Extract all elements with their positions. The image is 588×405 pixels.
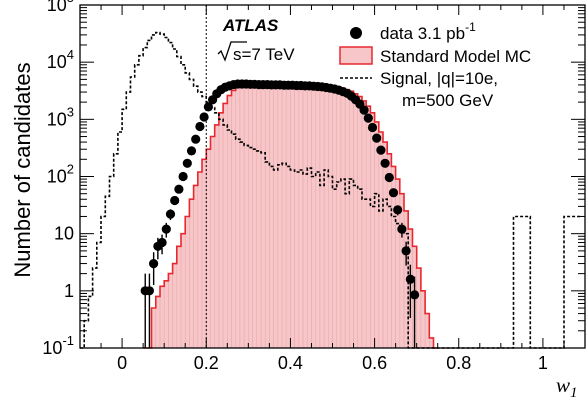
legend-data-sup: -1 — [465, 20, 476, 34]
x-axis-title: w1 — [556, 373, 578, 401]
y-tick-label: 104 — [47, 47, 74, 72]
y-tick-label-base: 10 — [42, 338, 62, 358]
x-tick-label: 0.6 — [362, 353, 387, 373]
data-points — [140, 79, 420, 348]
y-axis-title: Number of candidates — [10, 62, 35, 277]
legend-data-text: data 3.1 pb — [380, 24, 465, 43]
data-point — [388, 188, 399, 198]
data-point — [161, 224, 171, 234]
data-point — [144, 286, 154, 296]
data-point — [380, 158, 390, 168]
legend-mc-label: Standard Model MC — [380, 47, 531, 66]
y-tick-label-exponent: 3 — [67, 104, 74, 119]
experiment-label: ATLAS — [222, 16, 279, 35]
y-tick-label-base: 10 — [47, 109, 67, 129]
legend-signal-mass-label: m=500 GeV — [402, 91, 494, 110]
y-tick-label: 105 — [47, 0, 74, 15]
data-point — [186, 146, 197, 156]
y-tick-label: 103 — [47, 104, 74, 129]
x-tick-label: 0 — [117, 353, 127, 373]
data-point — [410, 290, 420, 300]
y-tick-label: 10-1 — [42, 333, 74, 358]
data-point — [191, 134, 201, 144]
x-tick-label: 0.2 — [194, 353, 219, 373]
y-tick-label-exponent: 2 — [67, 162, 74, 177]
y-tick-label-exponent: -1 — [62, 333, 74, 348]
y-tick-label: 10 — [54, 224, 74, 244]
data-point — [384, 172, 394, 183]
y-tick-label-base: 10 — [47, 52, 67, 72]
data-point — [195, 121, 205, 132]
data-point — [405, 274, 415, 284]
data-point — [397, 224, 407, 234]
data-point — [372, 133, 382, 143]
energy-label-text: s=7 TeV — [233, 45, 295, 64]
legend-signal-label: Signal, |q|=10e, — [380, 69, 498, 88]
data-point — [367, 122, 378, 133]
y-tick-label-base: 10 — [47, 167, 67, 187]
data-point — [376, 145, 386, 155]
y-tick-label-base: 10 — [54, 224, 74, 244]
x-axis-title-main: w — [556, 373, 570, 397]
data-point — [363, 113, 373, 123]
data-point — [165, 209, 176, 219]
data-point — [203, 102, 213, 112]
data-point — [149, 259, 159, 269]
legend: data 3.1 pb-1 Standard Model MC Signal, … — [339, 20, 531, 110]
y-tick-label-base: 1 — [64, 281, 74, 301]
data-point — [199, 112, 209, 122]
y-tick-label-exponent: 5 — [67, 0, 74, 5]
y-tick-label: 1 — [64, 281, 74, 301]
x-tick-label: 0.4 — [278, 353, 303, 373]
x-tick-label: 1 — [538, 353, 548, 373]
y-tick-label: 102 — [47, 162, 74, 187]
energy-label: s=7 TeV — [217, 41, 295, 64]
legend-data-label: data 3.1 pb-1 — [380, 20, 476, 43]
data-point — [170, 195, 180, 206]
data-point — [157, 237, 167, 248]
x-tick-label: 0.8 — [446, 353, 471, 373]
data-point — [401, 246, 411, 256]
data-point — [182, 158, 192, 168]
y-tick-label-exponent: 4 — [67, 47, 74, 62]
data-point — [178, 171, 188, 182]
data-point — [174, 184, 184, 194]
legend-data-marker — [350, 27, 362, 39]
x-axis-title-subscript: 1 — [570, 385, 578, 401]
y-tick-label-base: 10 — [47, 0, 67, 15]
data-point — [359, 105, 369, 115]
legend-mc-swatch — [339, 46, 373, 65]
sqrt-icon — [217, 41, 247, 62]
data-point — [393, 205, 403, 215]
